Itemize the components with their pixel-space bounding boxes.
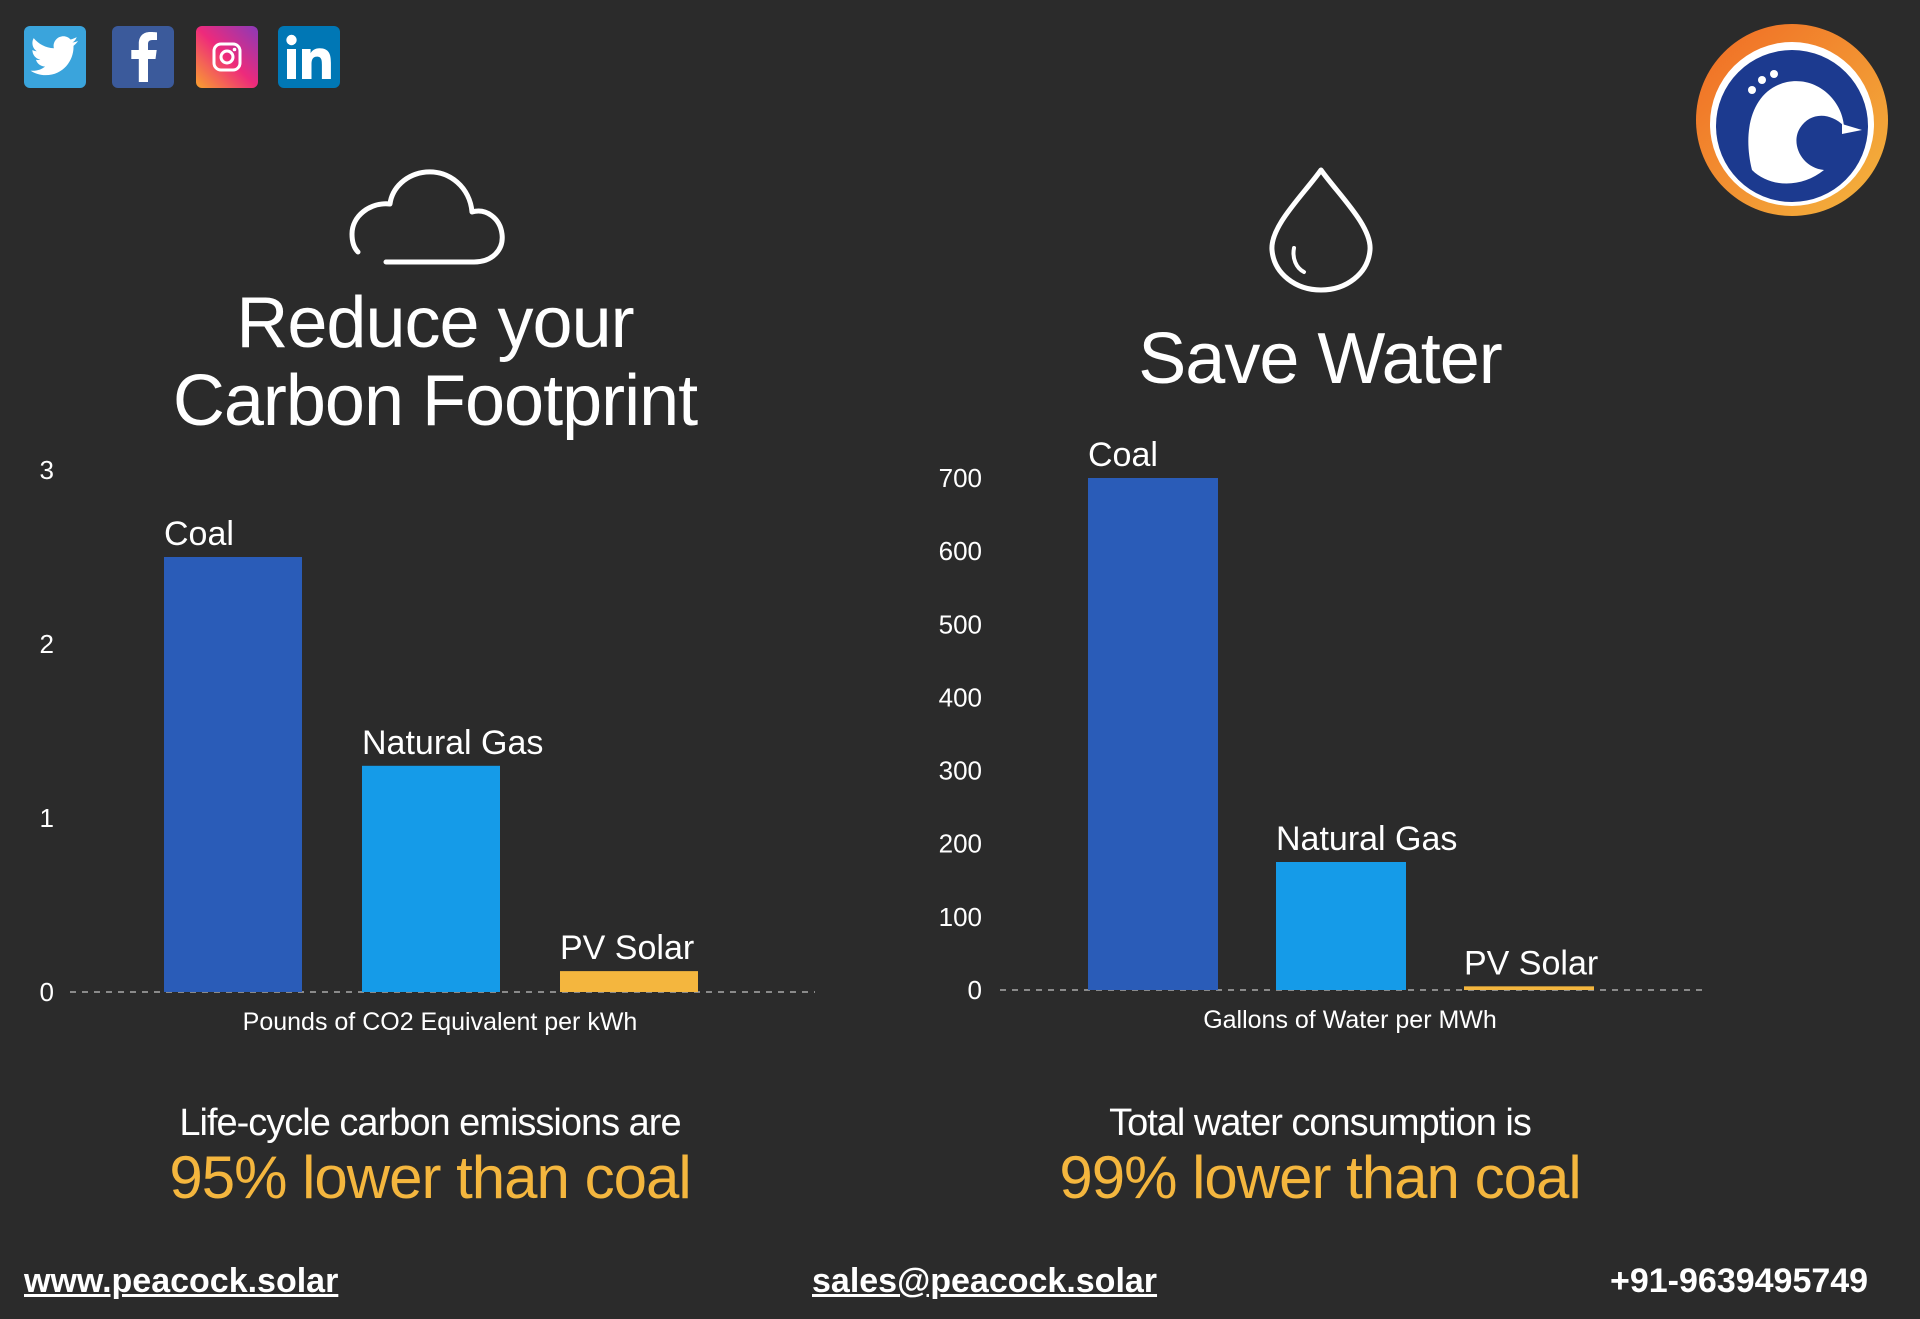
water-caption: Total water consumption is 99% lower tha… (960, 1100, 1680, 1210)
carbon-x-axis-label: Pounds of CO2 Equivalent per kWh (243, 1008, 638, 1036)
twitter-icon[interactable] (24, 26, 86, 88)
carbon-bar-natural-gas (362, 765, 500, 992)
water-y-tick-label: 700 (939, 463, 982, 493)
water-drop-icon (1269, 167, 1373, 293)
water-caption-highlight: 99% lower than coal (1059, 1144, 1581, 1211)
carbon-y-tick-label: 2 (40, 629, 54, 659)
instagram-icon[interactable] (196, 26, 258, 88)
carbon-title-line2: Carbon Footprint (172, 361, 698, 441)
linkedin-icon[interactable] (278, 26, 340, 88)
carbon-bar-label: PV Solar (560, 929, 694, 967)
water-y-tick-label: 0 (968, 975, 982, 1005)
carbon-caption-line1: Life-cycle carbon emissions are (179, 1102, 681, 1144)
carbon-bar-pv-solar (560, 971, 698, 992)
carbon-y-tick-label: 0 (40, 977, 54, 1007)
carbon-caption: Life-cycle carbon emissions are 95% lowe… (80, 1100, 780, 1210)
facebook-icon[interactable] (112, 26, 174, 88)
carbon-y-tick-label: 1 (40, 803, 54, 833)
water-y-tick-label: 500 (939, 609, 982, 639)
water-title: Save Water (1138, 319, 1502, 399)
water-bar-label: Coal (1088, 440, 1158, 474)
cloud-icon (349, 169, 505, 265)
water-bar-label: Natural Gas (1276, 820, 1457, 858)
water-bar-pv-solar (1464, 986, 1594, 990)
water-chart: 0 100 200 300 400 500 600 700 Coal Natural Gas PV … (939, 440, 1705, 1034)
water-y-tick-label: 400 (939, 682, 982, 712)
water-bar-natural-gas (1276, 862, 1406, 990)
water-y-tick-label: 100 (939, 902, 982, 932)
carbon-bar-coal (164, 557, 302, 992)
water-y-tick-label: 200 (939, 829, 982, 859)
carbon-y-tick-label: 3 (40, 455, 54, 485)
water-x-axis-label: Gallons of Water per MWh (1203, 1006, 1497, 1034)
water-y-tick-label: 600 (939, 536, 982, 566)
carbon-chart: 0 1 2 3 Coal Natural Gas PV Solar Pounds of CO2… (40, 455, 815, 1036)
email-link[interactable]: sales@peacock.solar (812, 1262, 1158, 1300)
carbon-title-line1: Reduce your (236, 283, 634, 363)
carbon-title: Reduce your Carbon Footprint (80, 284, 790, 440)
water-caption-line1: Total water consumption is (1109, 1102, 1532, 1144)
website-link[interactable]: www.peacock.solar (24, 1262, 339, 1300)
phone-number: +91-9639495749 (1610, 1262, 1869, 1300)
carbon-bar-label: Coal (164, 515, 234, 553)
water-bar-coal (1088, 478, 1218, 990)
carbon-caption-highlight: 95% lower than coal (169, 1144, 691, 1211)
water-bar-label: PV Solar (1464, 944, 1598, 982)
peacock-logo-icon (1692, 20, 1892, 220)
water-y-tick-label: 300 (939, 756, 982, 786)
carbon-bar-label: Natural Gas (362, 724, 543, 762)
